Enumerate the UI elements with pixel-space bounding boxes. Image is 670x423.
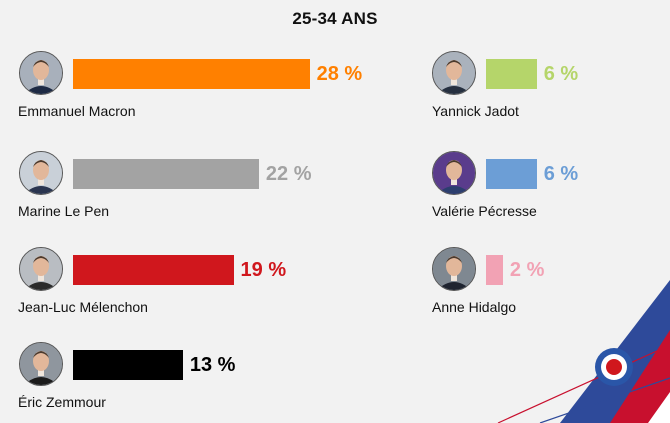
data-label: 19 %	[240, 259, 287, 281]
candidate-name: Jean-Luc Mélenchon	[18, 299, 148, 315]
candidate-name: Emmanuel Macron	[18, 103, 136, 119]
bar-eric-zemmour	[73, 350, 183, 380]
avatar	[432, 51, 476, 95]
bar-jean-luc-melenchon	[73, 255, 234, 285]
roundel-icon	[595, 348, 633, 386]
candidate-name: Anne Hidalgo	[432, 299, 517, 315]
candidate-name: Éric Zemmour	[18, 394, 106, 410]
chart-title: 25-34 ANS	[292, 9, 378, 28]
avatar	[432, 247, 476, 291]
bar-marine-le-pen	[73, 159, 259, 189]
data-label: 2 %	[509, 259, 545, 281]
data-label: 22 %	[265, 163, 312, 185]
candidate-name: Valérie Pécresse	[432, 203, 537, 219]
avatar	[432, 151, 476, 195]
bar-yannick-jadot	[486, 59, 537, 89]
candidate-name: Yannick Jadot	[432, 103, 519, 119]
data-label: 13 %	[189, 354, 236, 376]
avatar	[19, 247, 63, 291]
bar-anne-hidalgo	[486, 255, 503, 285]
avatar	[19, 151, 63, 195]
data-label: 28 %	[316, 63, 363, 85]
bar-emmanuel-macron	[73, 59, 310, 89]
candidate-name: Marine Le Pen	[18, 203, 110, 219]
data-label: 6 %	[543, 163, 579, 185]
avatar	[19, 51, 63, 95]
avatar	[19, 342, 63, 386]
bar-valerie-pecresse	[486, 159, 537, 189]
data-label: 6 %	[543, 63, 579, 85]
